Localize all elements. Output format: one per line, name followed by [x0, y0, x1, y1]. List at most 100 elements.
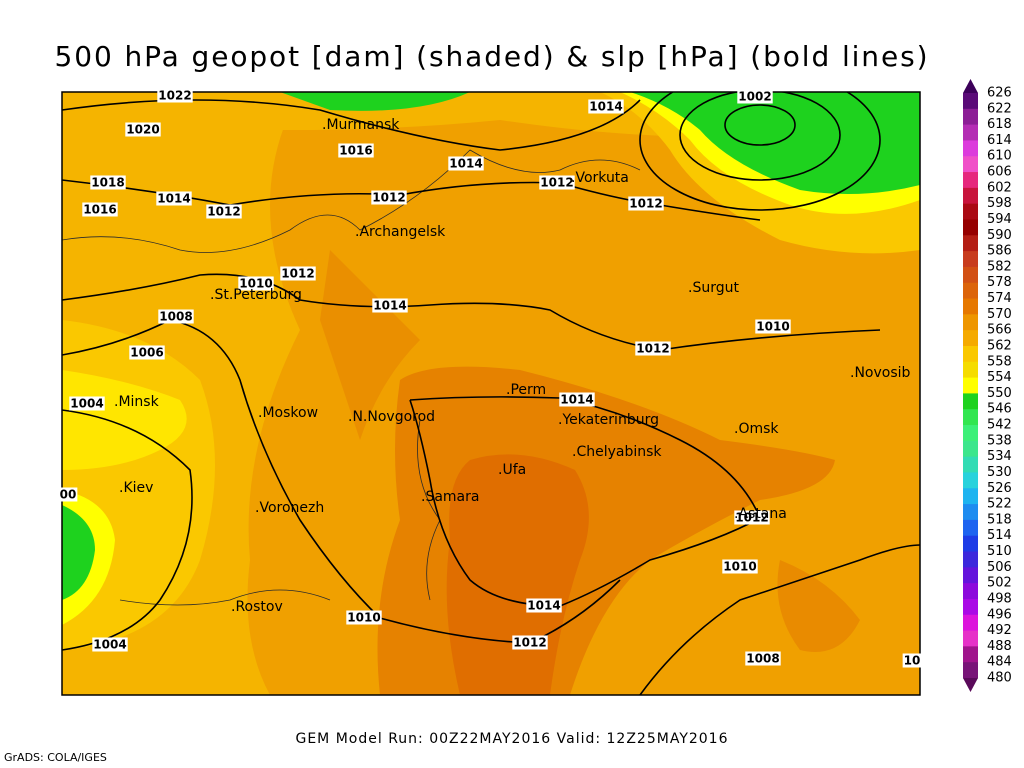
isobar-label: 1008: [159, 310, 192, 324]
colorbar-bin: [963, 551, 978, 568]
colorbar-label: 562: [987, 338, 1012, 353]
colorbar-bin: [963, 266, 978, 284]
colorbar-label: 502: [987, 576, 1012, 591]
colorbar-bin: [963, 156, 978, 173]
isobar-label: 1014: [589, 100, 622, 114]
city-label: .Murmansk: [322, 117, 400, 133]
isobar-label-bg: [69, 396, 105, 411]
city-label: .Voronezh: [255, 500, 324, 516]
isobar-label: 1012: [372, 191, 405, 205]
colorbar-label: 542: [987, 418, 1012, 433]
isobar-label: 00: [60, 488, 77, 502]
colorbar-label: 554: [987, 370, 1012, 385]
model-run: GEM Model Run: 00Z22MAY2016 Valid: 12Z25…: [295, 731, 728, 747]
isobar-label: 1014: [560, 393, 593, 407]
isobar-label: 10: [904, 654, 921, 668]
colorbar-label: 534: [987, 449, 1012, 464]
isobar-label: 1014: [449, 157, 482, 171]
colorbar-bin: [963, 630, 978, 647]
isobar-label: 1006: [130, 346, 163, 360]
colorbar-bin: [963, 172, 978, 189]
isobar-label-bg: [559, 392, 595, 407]
isobar-label-bg: [92, 637, 128, 652]
city-label: .Vorkuta: [571, 170, 629, 186]
isobar-label: 1016: [83, 203, 116, 217]
isobar-label-bg: [722, 559, 758, 574]
colorbar-bin: [963, 598, 978, 616]
colorbar-bin: [963, 409, 978, 426]
isobar-label-bg: [902, 653, 922, 668]
colorbar-label: 510: [987, 544, 1012, 559]
city-label: .Moskow: [258, 405, 318, 421]
colorbar-bin: [963, 472, 978, 489]
isobar-label-bg: [58, 487, 78, 502]
city-label: .Samara: [421, 489, 479, 505]
colorbar-label: 626: [987, 86, 1012, 101]
isobar-label: 1016: [339, 144, 372, 158]
colorbar-label: 506: [987, 560, 1012, 575]
isobar-label: 1010: [347, 611, 380, 625]
colorbar-label: 558: [987, 354, 1012, 369]
colorbar-label: 484: [987, 655, 1012, 670]
colorbar-bin: [963, 140, 978, 157]
colorbar-bin: [963, 425, 978, 442]
isobar-label-bg: [737, 89, 773, 104]
colorbar-bin: [963, 361, 978, 379]
isobar-label: 1012: [207, 205, 240, 219]
isobar-label: 1022: [158, 89, 191, 103]
isobar-label-bg: [129, 345, 165, 360]
colorbar-label: 538: [987, 433, 1012, 448]
colorbar-label: 566: [987, 323, 1012, 338]
colorbar-label: 574: [987, 291, 1012, 306]
isobar-label: 1012: [629, 197, 662, 211]
city-label: .Astana: [734, 506, 787, 522]
city-label: .Omsk: [734, 421, 779, 437]
isobar-label: 1010: [723, 560, 756, 574]
colorbar-label: 610: [987, 149, 1012, 164]
colorbar-top-arrow: [963, 79, 978, 93]
colorbar-label: 602: [987, 180, 1012, 195]
colorbar-bin: [963, 282, 978, 300]
colorbar-bin: [963, 330, 978, 347]
colorbar-bin: [963, 187, 978, 205]
isobar-label: 1010: [756, 320, 789, 334]
map-labels: 1022 1020 1016 1014 1014 1002 1018 1014 1012 1016…: [58, 88, 922, 668]
colorbar-bin: [963, 345, 978, 363]
colorbar-bin: [963, 393, 978, 410]
colorbar-bin: [963, 583, 978, 600]
colorbar-label: 498: [987, 591, 1012, 606]
colorbar-label: 550: [987, 386, 1012, 401]
colorbar-bin: [963, 108, 978, 126]
isobar-label: 1004: [70, 397, 103, 411]
city-label: .Minsk: [114, 394, 160, 410]
isobar-label: 1018: [91, 176, 124, 190]
colorbar-bin: [963, 203, 978, 220]
isobar-label-bg: [82, 202, 118, 217]
isobar-label: 1014: [527, 599, 560, 613]
map-field: [62, 92, 920, 695]
isobar-label-bg: [158, 309, 194, 324]
isobar-label: 1012: [735, 511, 768, 525]
isobar-label-bg: [526, 598, 562, 613]
colorbar-label: 570: [987, 307, 1012, 322]
isobar-label-bg: [628, 196, 664, 211]
isobar-label-bg: [156, 191, 192, 206]
isobar-label-bg: [448, 156, 484, 171]
isobar-label-bg: [90, 175, 126, 190]
colorbar-bin: [963, 251, 978, 268]
colorbar-label: 598: [987, 196, 1012, 211]
isobar-label: 1012: [636, 342, 669, 356]
isobar-label-bg: [238, 276, 274, 291]
colorbar-label: 518: [987, 512, 1012, 527]
colorbar-label: 618: [987, 117, 1012, 132]
colorbar-bin: [963, 662, 978, 679]
isobar-label: 1012: [513, 636, 546, 650]
isobar-label-bg: [512, 635, 548, 650]
colorbar-label: 606: [987, 165, 1012, 180]
isobar-label: 1008: [746, 652, 779, 666]
isobar-label: 1012: [281, 267, 314, 281]
colorbar-bin: [963, 314, 978, 331]
colorbar-label: 586: [987, 244, 1012, 259]
colorbar-bin: [963, 93, 978, 110]
